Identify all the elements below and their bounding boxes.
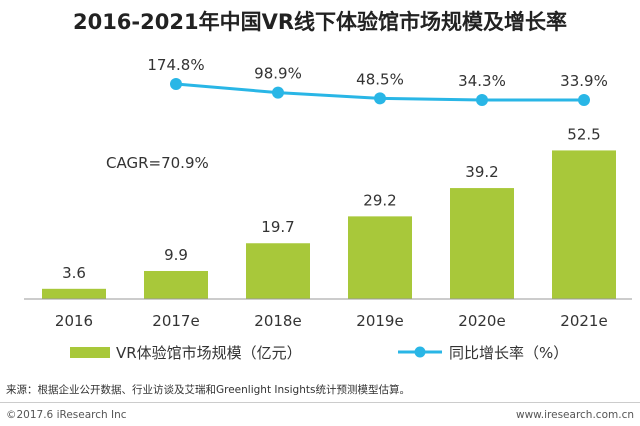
- x-tick-2020e: 2020e: [458, 312, 505, 330]
- cagr-annotation: CAGR=70.9%: [106, 154, 209, 172]
- legend: VR体验馆市场规模（亿元） 同比增长率（%）: [70, 344, 568, 362]
- bar-2019e: [348, 216, 412, 299]
- growth-point-2020e: [476, 93, 488, 106]
- growth-label-2017e: 174.8%: [147, 56, 204, 74]
- bar-2018e: [246, 243, 310, 299]
- legend-line-label: 同比增长率（%）: [449, 344, 568, 362]
- bar-2021e: [552, 150, 616, 299]
- x-tick-2021e: 2021e: [560, 312, 607, 330]
- growth-line-group: 174.8% 98.9% 48.5% 34.3% 33.9%: [147, 56, 608, 106]
- bar-group: 3.6 9.9 19.7 29.2 39.2 52.5: [42, 125, 616, 299]
- growth-point-2017e: [170, 78, 182, 90]
- growth-label-2019e: 48.5%: [356, 70, 404, 88]
- website: www.iresearch.com.cn: [515, 409, 634, 421]
- source-note: 来源：根据企业公开数据、行业访谈及艾瑞和Greenlight Insights统…: [6, 384, 410, 396]
- bar-label-2019e: 29.2: [363, 191, 396, 209]
- growth-point-2019e: [374, 92, 386, 105]
- bar-label-2018e: 19.7: [261, 218, 294, 236]
- growth-point-2021e: [578, 94, 590, 106]
- legend-bar-swatch: [70, 347, 110, 358]
- legend-bar-label: VR体验馆市场规模（亿元）: [116, 344, 302, 362]
- bar-2016: [42, 288, 106, 299]
- bar-label-2021e: 52.5: [567, 125, 600, 143]
- footer-divider: [0, 402, 640, 403]
- x-tick-group: 2016 2017e 2018e 2019e 2020e 2021e: [55, 312, 608, 330]
- legend-line-marker: [414, 346, 426, 358]
- growth-label-2021e: 33.9%: [560, 72, 608, 90]
- bar-label-2020e: 39.2: [465, 163, 498, 181]
- bar-2017e: [144, 270, 208, 299]
- bar-label-2016: 3.6: [62, 264, 86, 282]
- x-tick-2019e: 2019e: [356, 312, 403, 330]
- growth-point-2018e: [272, 86, 284, 99]
- x-tick-2017e: 2017e: [152, 312, 199, 330]
- bar-2020e: [450, 188, 514, 299]
- x-tick-2016: 2016: [55, 312, 93, 330]
- bar-label-2017e: 9.9: [164, 246, 188, 264]
- copyright: ©2017.6 iResearch Inc: [6, 409, 127, 421]
- growth-label-2020e: 34.3%: [458, 72, 506, 90]
- growth-label-2018e: 98.9%: [254, 65, 302, 83]
- x-tick-2018e: 2018e: [254, 312, 301, 330]
- chart-title: 2016-2021年中国VR线下体验馆市场规模及增长率: [72, 10, 568, 34]
